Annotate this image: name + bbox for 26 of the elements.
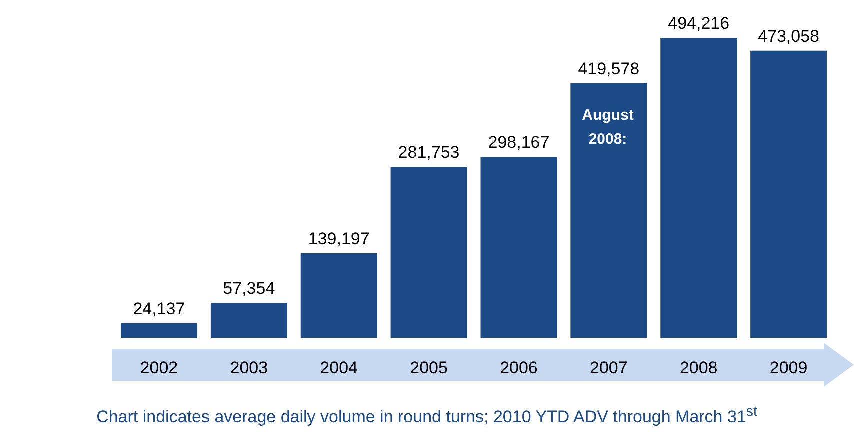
x-tick-label: 2002: [140, 358, 178, 378]
x-tick-label: 2003: [230, 358, 268, 378]
data-label: 298,167: [488, 133, 550, 152]
x-tick-label: 2006: [500, 358, 538, 378]
x-tick-label: 2004: [320, 358, 358, 378]
bar: [390, 166, 468, 338]
data-label: 494,216: [668, 14, 730, 33]
x-tick-label: 2009: [770, 358, 808, 378]
bar: [300, 254, 378, 338]
bar: [660, 38, 738, 338]
data-label: 419,578: [578, 59, 640, 78]
annotation: August 2008:: [581, 106, 635, 150]
x-tick-label: 2008: [680, 358, 718, 378]
data-label: 139,197: [308, 230, 370, 249]
x-tick-label: 2007: [590, 358, 628, 378]
bar: [570, 83, 648, 338]
data-label: 24,137: [133, 299, 186, 318]
text: Chart indicates average daily volume in round turns; 2010 YTD ADV through March 31$^{st}$: [96, 404, 758, 428]
data-label: 473,058: [758, 26, 820, 46]
bar: [120, 323, 198, 338]
bar: [480, 157, 558, 338]
data-label: 281,753: [398, 142, 460, 162]
bar: [750, 50, 828, 338]
data-label: 57,354: [223, 279, 276, 298]
bar: [210, 303, 288, 338]
x-tick-label: 2005: [410, 358, 448, 378]
